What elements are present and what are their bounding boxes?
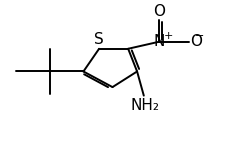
Text: −: −: [194, 31, 204, 41]
Text: O: O: [153, 4, 165, 19]
Text: N: N: [154, 34, 165, 49]
Text: O: O: [190, 34, 202, 49]
Text: +: +: [164, 31, 173, 41]
Text: NH₂: NH₂: [130, 98, 160, 113]
Text: S: S: [94, 32, 104, 47]
